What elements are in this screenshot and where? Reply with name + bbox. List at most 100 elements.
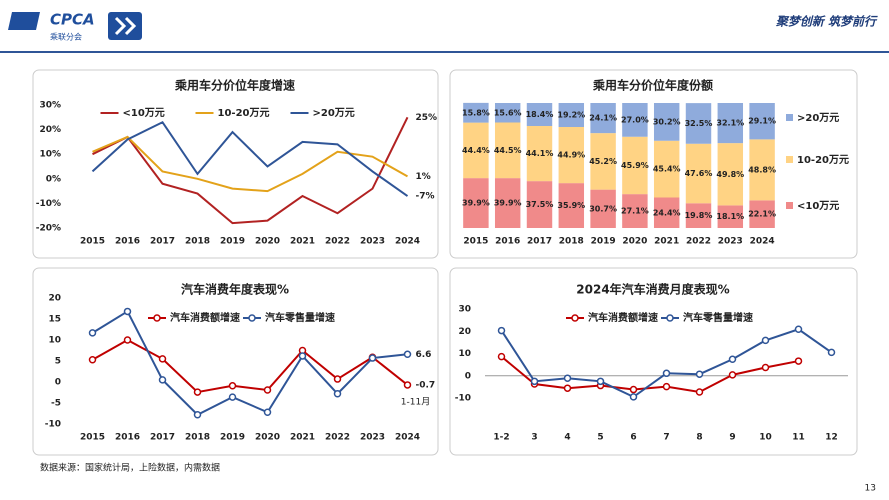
bar-segment [749,103,775,140]
bar-segment [717,103,744,144]
data-label: 45.9% [621,161,649,170]
slogan: 聚梦创新 筑梦前行 [775,15,878,29]
x-tick-label: 2023 [360,237,385,247]
legend-label: 汽车消费额增速 [170,311,240,324]
series-line [92,338,409,394]
x-tick-label: 2015 [463,237,488,247]
bar-segment [717,205,744,228]
point-marker [403,381,412,389]
data-label: 29.1% [748,117,776,126]
y-tick-label: 30% [39,101,61,111]
bar-segment [653,197,680,228]
bar-segment [622,194,648,228]
legend-marker [666,314,674,322]
x-tick-label: 2023 [360,433,385,443]
y-tick-label: 10 [458,349,471,359]
point-marker [263,386,272,394]
data-label: 32.5% [685,119,713,128]
data-label: 44.5% [494,146,522,155]
y-tick-label: -10% [36,199,61,209]
bar-segment [494,103,521,123]
point-marker [695,370,704,378]
point-marker [497,326,506,335]
legend-swatch [786,114,793,121]
y-tick-label: 20 [48,294,61,304]
x-tick-label: 9 [729,433,735,443]
point-marker [193,388,202,396]
data-label: 37.5% [526,200,554,209]
data-label: 30.7% [589,204,617,213]
logo-text: CPCA [50,11,95,29]
data-label: 49.8% [716,170,744,179]
y-tick-label: -5 [51,399,61,409]
x-tick-label: 2017 [150,433,175,443]
bar-segment [749,200,775,228]
data-label: 1% [416,172,431,182]
point-marker [88,329,97,337]
data-label: 44.4% [462,146,490,155]
legend-label: 汽车消费额增速 [588,311,658,324]
chart-title: 乘用车分价位年度增速 [174,78,295,93]
series-line [92,116,409,225]
bar-segment [558,127,585,184]
point-marker [228,393,237,401]
data-label: 27.1% [621,207,649,216]
data-label: 32.1% [716,119,744,128]
point-marker [263,408,272,416]
x-tick-label: 2021 [290,237,315,247]
point-marker [662,369,671,378]
point-marker [123,307,132,316]
x-tick-label: 2022 [686,237,711,247]
x-tick-label: 2018 [185,237,210,247]
legend-label: <10万元 [123,107,165,119]
point-marker [761,336,770,345]
x-tick-label: 2016 [115,433,140,443]
data-label: 25% [416,113,438,123]
point-marker [629,393,638,401]
data-label: -7% [416,192,435,202]
point-marker [563,374,572,382]
point-marker [794,325,803,333]
point-marker [333,390,342,398]
x-tick-label: 2024 [750,237,775,247]
data-label: 19.8% [685,211,713,220]
x-tick-label: 2020 [622,237,647,247]
x-tick-label: 2024 [395,237,420,247]
y-tick-label: -20% [36,224,61,234]
x-tick-label: 2024 [395,433,420,443]
legend-label: >20万元 [313,107,355,119]
x-tick-label: 12 [825,433,838,443]
x-tick-label: 2019 [591,237,616,247]
data-label: 24.4% [653,208,681,217]
chart-title: 汽车消费年度表现% [181,282,289,297]
data-label: 27.0% [621,115,649,124]
bar-segment [558,103,585,127]
data-label: 18.4% [526,110,554,119]
bar-segment [526,181,553,228]
data-label: 45.4% [653,165,681,174]
point-marker [662,382,671,391]
data-label: 44.9% [557,151,585,160]
x-tick-label: 7 [663,433,669,443]
point-marker [88,355,97,364]
x-tick-label: 2018 [559,237,584,247]
y-tick-label: 10 [48,336,61,346]
point-marker [728,355,737,364]
x-tick-label: 2017 [527,237,552,247]
point-marker [563,384,572,392]
legend-label: 汽车零售量增速 [265,311,335,324]
point-marker [695,388,704,396]
series-line [91,120,409,197]
data-label: -0.7 [416,380,436,390]
bar-segment [590,189,616,228]
legend-marker [248,314,256,322]
bar-segment [558,183,585,228]
page-number: 13 [865,484,876,494]
bar-segment [463,178,489,228]
arrow-icon [114,16,137,36]
bar-segment [494,122,521,179]
y-tick-label: 30 [458,305,471,315]
legend-label: >20万元 [797,112,839,124]
series-line [92,135,408,193]
point-marker [629,385,638,394]
